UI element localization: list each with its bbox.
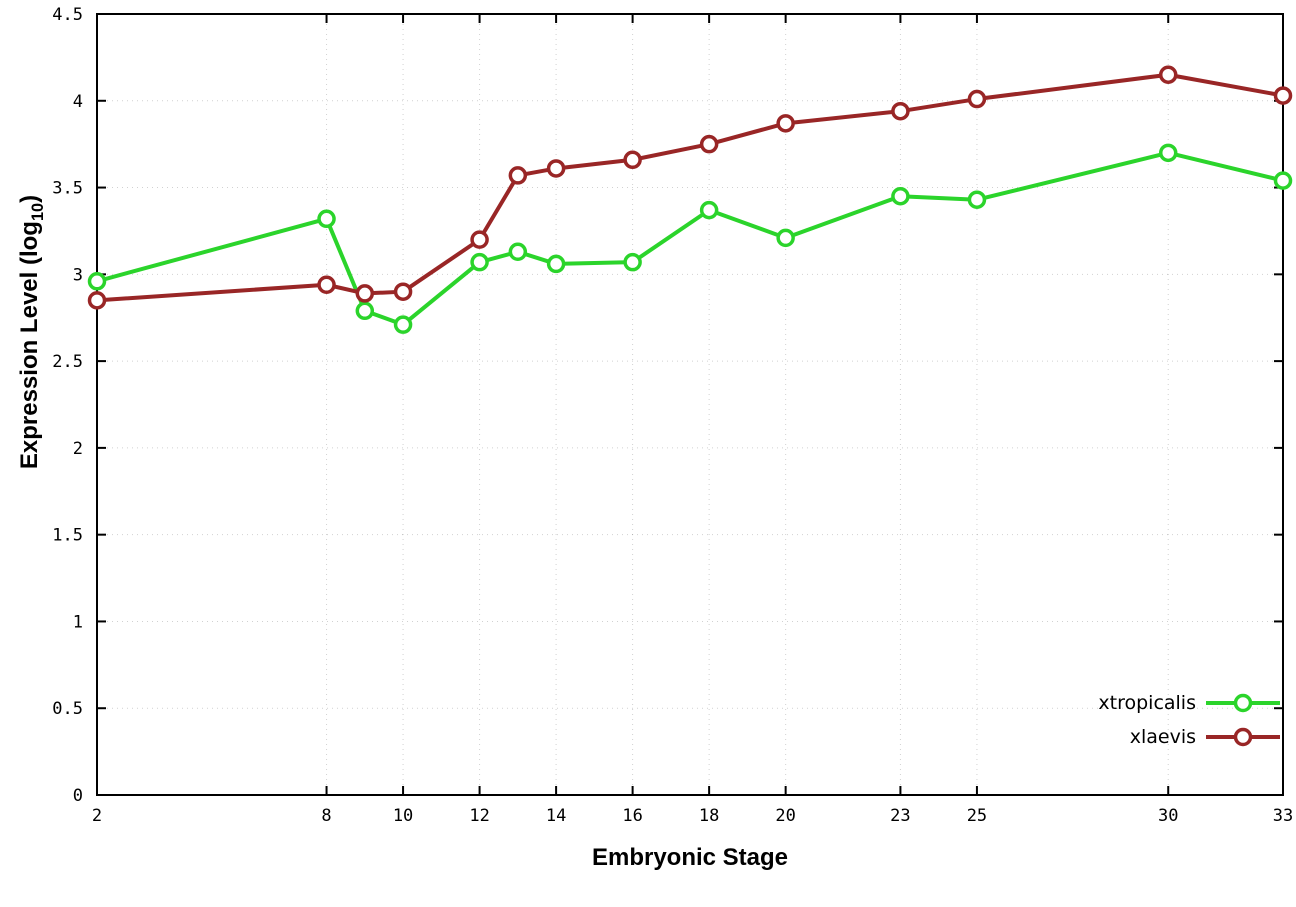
y-tick-label: 2 <box>73 439 83 459</box>
x-tick-label: 16 <box>622 806 642 826</box>
marker-xlaevis <box>470 230 489 249</box>
y-axis-label-prefix: Expression Level (log <box>16 221 44 470</box>
y-tick-label: 1 <box>73 612 83 632</box>
marker-xtropicalis <box>546 254 566 274</box>
y-tick-label: 4.5 <box>52 5 83 25</box>
x-tick-label: 8 <box>321 806 331 826</box>
x-tick-label: 2 <box>92 806 102 826</box>
marker-xtropicalis <box>87 272 107 291</box>
x-tick-label: 10 <box>393 806 413 826</box>
marker-xlaevis <box>355 284 375 303</box>
y-axis-label-subscript: 10 <box>28 202 47 222</box>
marker-xlaevis <box>776 114 795 133</box>
legend-label: xlaevis <box>1130 726 1196 748</box>
x-tick-label: 14 <box>546 806 566 826</box>
marker-xtropicalis <box>317 209 336 229</box>
marker-xlaevis <box>891 101 910 121</box>
marker-xlaevis <box>546 159 566 178</box>
y-tick-label: 1.5 <box>52 526 83 546</box>
x-tick-label: 18 <box>699 806 719 826</box>
x-tick-label: 33 <box>1273 806 1293 826</box>
marker-xlaevis <box>1273 86 1293 105</box>
marker-xtropicalis <box>776 228 795 248</box>
marker-xlaevis <box>1158 65 1178 84</box>
x-tick-label: 25 <box>967 806 987 826</box>
legend-marker-icon <box>1233 693 1253 713</box>
legend-item-xlaevis: xlaevis <box>1130 726 1280 748</box>
y-tick-label: 0.5 <box>52 699 83 719</box>
y-tick-label: 3 <box>73 265 83 285</box>
x-tick-label: 30 <box>1158 806 1178 826</box>
marker-xtropicalis <box>699 200 719 220</box>
marker-xtropicalis <box>623 252 642 272</box>
marker-xlaevis <box>623 150 642 170</box>
plot-border <box>96 13 1284 796</box>
marker-xtropicalis <box>967 190 987 209</box>
y-tick-label: 3.5 <box>52 179 83 199</box>
marker-xlaevis <box>699 134 719 154</box>
series-line-xlaevis <box>95 72 1285 303</box>
y-tick-label: 2.5 <box>52 352 83 372</box>
marker-xtropicalis <box>393 315 413 334</box>
x-axis-label: Embryonic Stage <box>591 844 789 871</box>
y-axis-label: Expression Level (log10) <box>16 195 48 469</box>
x-tick-label: 20 <box>775 806 795 826</box>
marker-xlaevis <box>317 275 336 294</box>
marker-xtropicalis <box>508 242 528 262</box>
y-axis-label-suffix: ) <box>16 194 44 203</box>
x-tick-label: 12 <box>469 806 489 826</box>
marker-xlaevis <box>508 166 528 185</box>
x-tick-label: 23 <box>890 806 910 826</box>
marker-xlaevis <box>87 291 107 310</box>
marker-xlaevis <box>393 282 413 301</box>
y-tick-label: 4 <box>73 92 83 112</box>
legend-item-xtropicalis: xtropicalis <box>1098 692 1280 714</box>
legend-label: xtropicalis <box>1098 692 1196 714</box>
series-line-xtropicalis <box>95 150 1285 327</box>
marker-xtropicalis <box>1158 143 1178 163</box>
legend-marker-icon <box>1233 727 1253 747</box>
marker-xtropicalis <box>470 252 489 272</box>
marker-xlaevis <box>967 89 987 109</box>
marker-xtropicalis <box>1273 171 1293 190</box>
marker-xtropicalis <box>355 301 375 321</box>
marker-xtropicalis <box>891 186 910 206</box>
y-tick-label: 0 <box>73 786 83 806</box>
